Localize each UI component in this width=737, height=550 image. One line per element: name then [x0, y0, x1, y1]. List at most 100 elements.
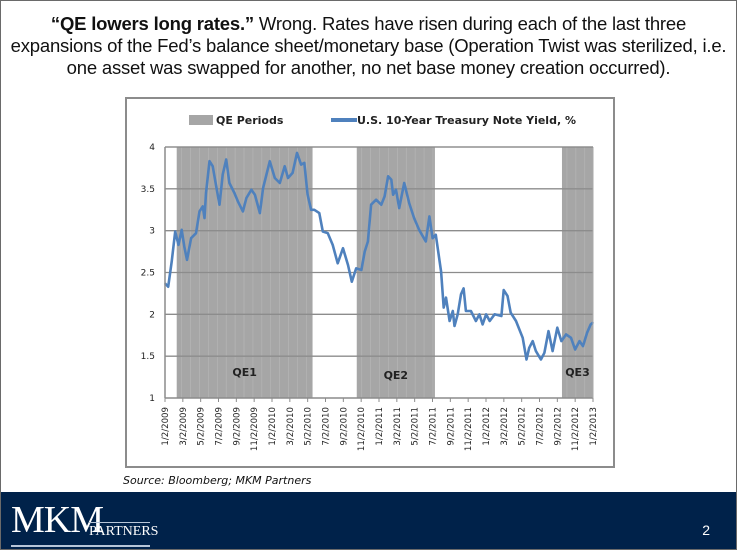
x-tick-label: 3/2/2010	[286, 407, 296, 446]
yield-data-point	[198, 210, 201, 213]
yield-data-point	[218, 203, 221, 206]
yield-data-point	[273, 177, 276, 179]
chart-legend: QE Periods U.S. 10-Year Treasury Note Yi…	[189, 114, 576, 127]
yield-data-point	[565, 333, 567, 336]
yield-data-point	[380, 203, 383, 206]
yield-data-point	[233, 192, 236, 194]
yield-data-point	[363, 250, 366, 253]
y-tick-label: 2	[149, 310, 155, 320]
yield-data-point	[186, 259, 188, 261]
qe-period-label: QE3	[565, 366, 590, 379]
yield-data-point	[502, 289, 505, 291]
yield-data-point	[387, 175, 389, 178]
yield-data-point	[242, 210, 244, 213]
x-tick-label: 1/2/2013	[589, 407, 599, 446]
yield-data-point	[515, 320, 517, 322]
yield-data-point	[360, 269, 363, 271]
yield-data-point	[440, 270, 442, 273]
yield-data-point	[535, 350, 537, 352]
yield-data-point	[269, 160, 271, 163]
yield-data-point	[403, 182, 405, 184]
yield-data-point	[306, 193, 309, 196]
x-tick-label: 5/2/2009	[197, 407, 207, 446]
yield-data-point	[445, 296, 447, 299]
yield-data-point	[321, 230, 324, 233]
yield-data-point	[350, 280, 353, 283]
yield-data-point	[500, 315, 503, 317]
yield-data-point	[326, 232, 329, 234]
yield-data-point	[574, 348, 576, 351]
yield-data-point	[465, 310, 467, 312]
y-tick-label: 4	[149, 143, 155, 153]
yield-data-point	[336, 262, 339, 265]
x-tick-label: 11/2/2010	[357, 407, 367, 451]
legend-label-yield: U.S. 10-Year Treasury Note Yield, %	[357, 114, 576, 127]
x-tick-label: 7/2/2010	[322, 407, 332, 446]
y-tick-label: 3.5	[141, 185, 155, 195]
yield-data-point	[556, 326, 559, 329]
yield-data-point	[180, 229, 183, 231]
yield-data-point	[177, 244, 180, 246]
yield-data-point	[425, 240, 427, 243]
yield-data-point	[493, 313, 496, 316]
yield-data-point	[278, 182, 281, 184]
yield-data-point	[190, 237, 192, 239]
page-number: 2	[702, 522, 710, 538]
yield-data-point	[310, 208, 312, 211]
yield-data-point	[408, 202, 410, 204]
yield-data-point	[531, 340, 534, 342]
yield-data-point	[211, 165, 214, 168]
yield-data-point	[203, 217, 206, 219]
yield-data-point	[392, 193, 394, 196]
yield-data-point	[589, 323, 592, 326]
source-note: Source: Bloomberg; MKM Partners	[123, 474, 312, 487]
yield-data-point	[478, 313, 481, 316]
yield-data-point	[170, 260, 173, 263]
yield-data-point	[367, 240, 369, 243]
qe-period-label: QE1	[232, 366, 257, 379]
legend-swatch-qe	[189, 115, 213, 125]
yield-data-point	[521, 336, 524, 339]
yield-data-point	[291, 172, 294, 174]
yield-data-point	[245, 197, 248, 199]
yield-data-point	[254, 193, 256, 196]
yield-data-point	[318, 212, 321, 214]
yield-data-point	[428, 215, 431, 218]
yield-data-point	[370, 203, 372, 206]
yield-data-point	[525, 358, 528, 361]
y-tick-label: 3	[149, 227, 155, 237]
yield-data-point	[453, 325, 456, 327]
x-tick-label: 9/2/2012	[553, 407, 563, 446]
x-tick-label: 5/2/2010	[304, 407, 314, 446]
yield-data-point	[543, 352, 546, 354]
x-tick-label: 7/2/2012	[536, 407, 546, 446]
yield-data-point	[375, 198, 377, 201]
x-tick-label: 11/2/2011	[464, 407, 474, 451]
yield-data-point	[448, 320, 451, 322]
headline-text: Wrong. Rates have risen during each of t…	[10, 13, 727, 78]
x-tick-label: 11/2/2012	[571, 407, 581, 451]
yield-data-point	[442, 306, 445, 309]
qe-period-label: QE2	[384, 369, 409, 382]
yield-data-point	[215, 185, 218, 188]
yield-data-point	[390, 178, 393, 181]
yield-data-point	[582, 345, 584, 347]
yield-data-point	[460, 293, 462, 296]
x-tick-label: 3/2/2011	[393, 407, 403, 446]
x-tick-label: 5/2/2011	[411, 407, 421, 446]
yield-data-point	[586, 331, 588, 334]
yield-data-point	[434, 234, 437, 236]
yield-data-point	[259, 212, 261, 214]
yield-data-point	[208, 160, 211, 163]
yield-data-point	[488, 320, 491, 322]
logo-rule	[11, 545, 150, 547]
yield-data-point	[462, 287, 465, 290]
yield-data-point	[313, 208, 316, 211]
x-tick-label: 9/2/2010	[339, 407, 349, 446]
yield-data-point	[470, 310, 472, 312]
chart-container: QE Periods U.S. 10-Year Treasury Note Yi…	[125, 97, 615, 468]
yield-data-point	[283, 165, 286, 168]
yield-data-point	[296, 152, 298, 154]
yield-chart: QE Periods U.S. 10-Year Treasury Note Yi…	[141, 114, 599, 451]
yield-data-point	[237, 200, 239, 203]
